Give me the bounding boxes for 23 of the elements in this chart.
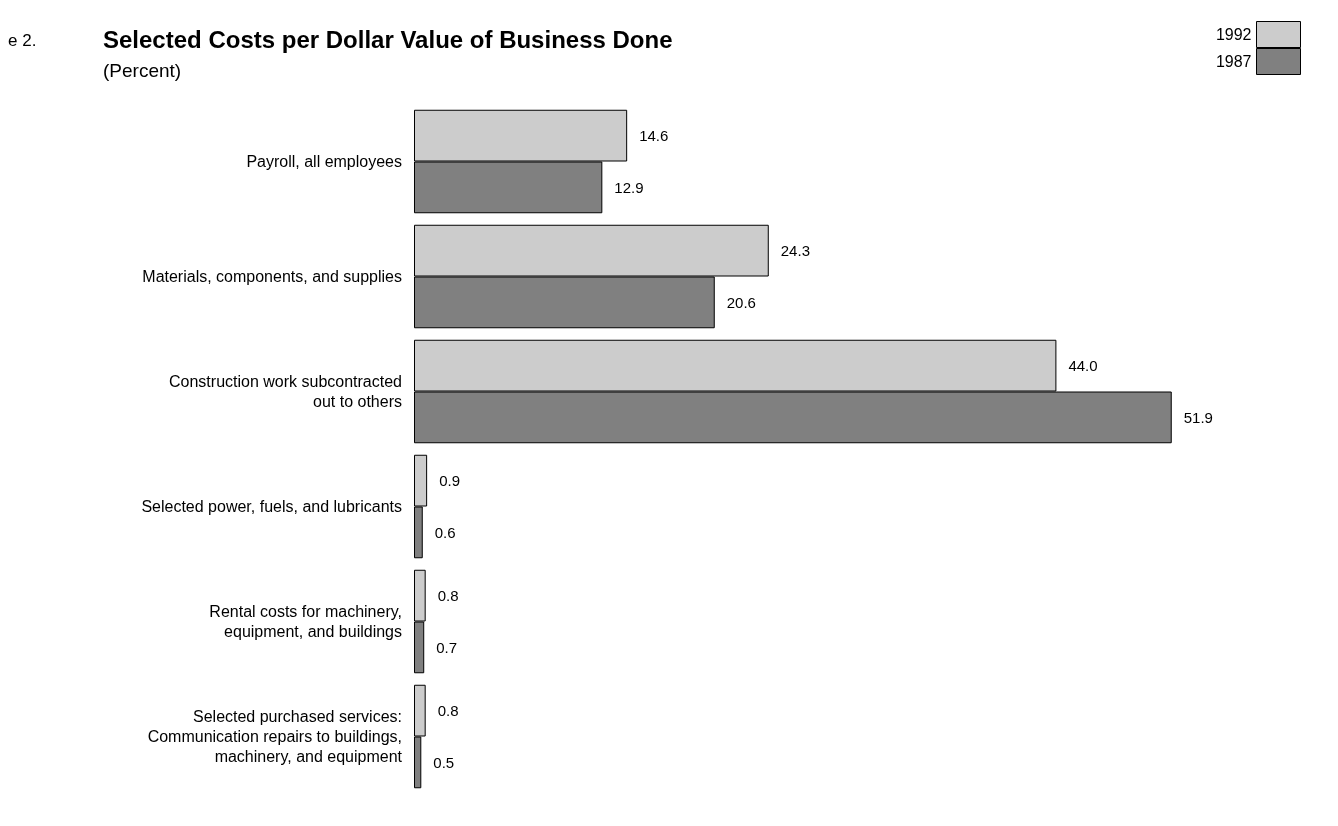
data-label: 12.9 xyxy=(614,178,644,196)
data-label: 0.6 xyxy=(434,523,456,541)
data-label: 0.8 xyxy=(437,587,459,605)
data-label: 0.5 xyxy=(433,753,455,771)
y-tick-label: Materials, components, and supplies xyxy=(142,268,402,285)
chart-title: Selected Costs per Dollar Value of Business Done xyxy=(103,25,673,53)
y-tick-label: Payroll, all employees xyxy=(246,153,402,170)
y-tick-label: Construction work subcontracted out to others xyxy=(169,373,402,410)
text: (Percent) xyxy=(103,60,182,81)
data-label: 44.0 xyxy=(1068,357,1098,375)
data-label: 24.3 xyxy=(780,242,810,260)
legend-label: 1992 xyxy=(1215,26,1252,43)
data-label: 14.6 xyxy=(639,127,669,145)
y-tick-label: Selected purchased services: Communication repairs to buildings, machinery, and equipment xyxy=(147,708,403,765)
data-label: 0.9 xyxy=(439,472,460,490)
data-label: 0.7 xyxy=(436,638,458,656)
data-label: 20.6 xyxy=(726,293,756,311)
legend-label: 1987 xyxy=(1215,53,1252,70)
text: e 2. xyxy=(8,31,37,50)
y-tick-label: Rental costs for machinery, equipment, and buildings xyxy=(209,603,402,640)
data-label: 0.8 xyxy=(437,702,459,720)
y-tick-label: Selected power, fuels, and lubricants xyxy=(141,498,402,515)
data-label: 51.9 xyxy=(1183,408,1213,426)
